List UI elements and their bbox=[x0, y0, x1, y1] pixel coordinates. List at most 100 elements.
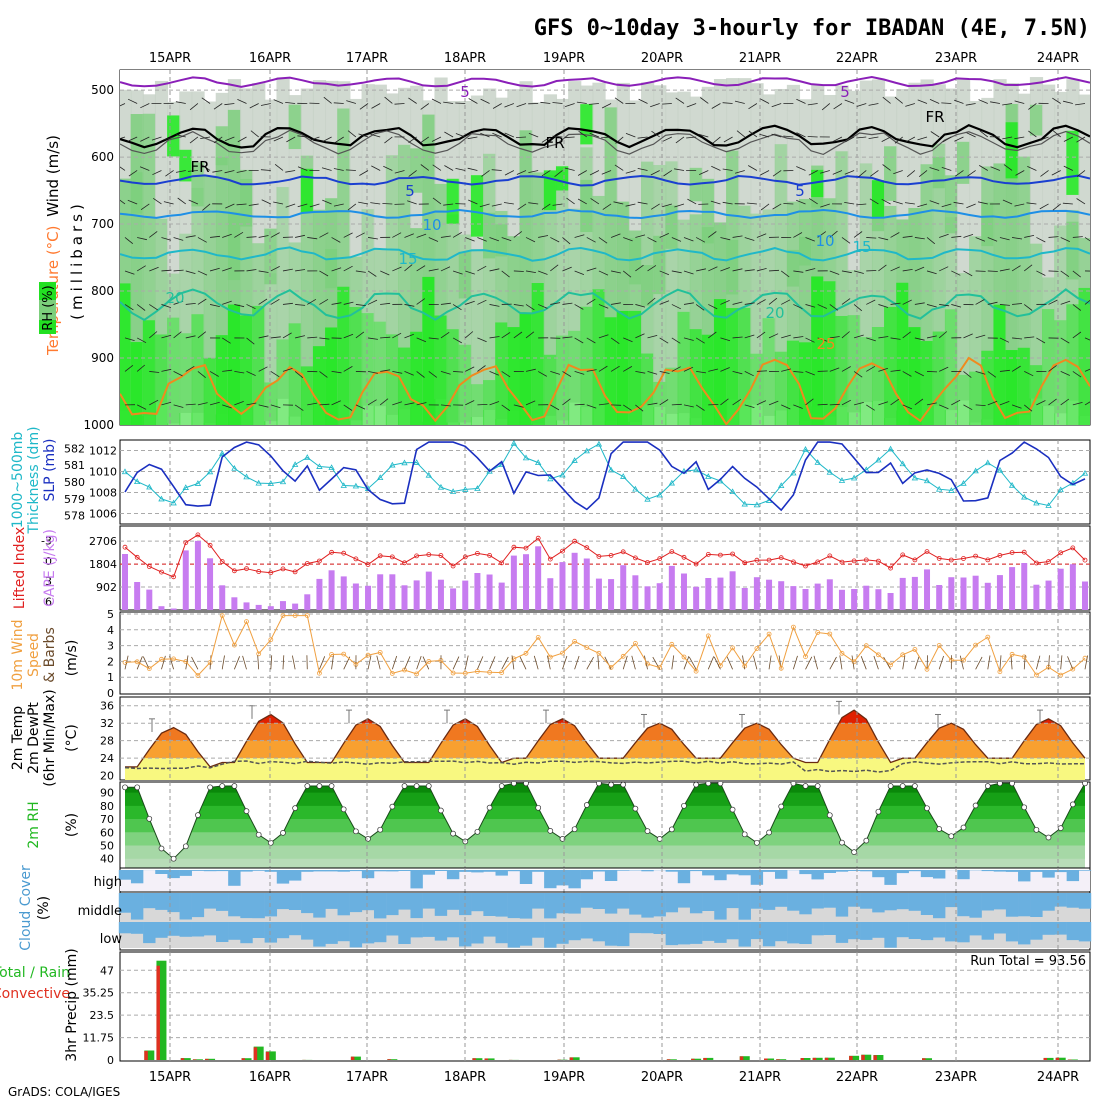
run-total-label: Run Total = 93.56 bbox=[970, 954, 1086, 969]
cloud-mid-cell bbox=[362, 893, 374, 910]
precip-conv-bar bbox=[691, 1059, 695, 1060]
cloud-mid-cell bbox=[678, 893, 690, 908]
temp-tick: 28 bbox=[100, 735, 114, 748]
bottom-date-label: 17APR bbox=[346, 1070, 388, 1085]
cloud-high-cell bbox=[410, 870, 422, 888]
rh-blob-bright bbox=[556, 166, 569, 190]
cape-bar bbox=[292, 604, 298, 610]
cape-bar bbox=[559, 562, 565, 610]
cloud-high-cell bbox=[605, 870, 617, 881]
top-date-label: 17APR bbox=[346, 51, 388, 66]
cape-bar bbox=[572, 553, 578, 610]
cloud-high-cell bbox=[180, 870, 192, 876]
cloud-low-cell bbox=[143, 922, 155, 943]
cloud-title-a: Cloud Cover bbox=[18, 865, 34, 951]
cloud-high-cell bbox=[739, 870, 751, 875]
cloud-mid-cell bbox=[398, 893, 410, 910]
cloud-low-cell bbox=[240, 922, 252, 943]
cape-bar bbox=[620, 565, 626, 610]
rh-bright-cell bbox=[884, 307, 897, 425]
rh-point bbox=[621, 782, 626, 787]
cape-bar bbox=[875, 589, 881, 610]
cloud-mid-cell bbox=[544, 893, 556, 918]
cloud-low-cell bbox=[848, 922, 860, 939]
rh-point bbox=[669, 827, 674, 832]
cloud-high-cell bbox=[228, 870, 240, 886]
cloud-mid-cell bbox=[192, 893, 204, 917]
precip-conv-bar bbox=[667, 1059, 671, 1060]
cloud-low-cell bbox=[301, 922, 313, 940]
rh-blob bbox=[1066, 222, 1079, 280]
cloud-low-cell bbox=[909, 922, 921, 939]
cloud-low-cell bbox=[398, 922, 410, 944]
precip-conv-bar bbox=[703, 1058, 707, 1060]
rh-point bbox=[1046, 835, 1051, 840]
cloud-high-cell bbox=[921, 870, 933, 877]
rh-point bbox=[912, 784, 917, 789]
cape-bar bbox=[1009, 567, 1015, 610]
cape-bar bbox=[900, 578, 906, 610]
cloud-low-cell bbox=[532, 922, 544, 938]
precip-conv-bar bbox=[764, 1059, 768, 1061]
cloud-high-cell bbox=[325, 870, 337, 871]
rh-blob bbox=[641, 265, 654, 306]
cloud-low-cell bbox=[252, 922, 264, 938]
contour-label: FR bbox=[190, 158, 209, 176]
cape-bar bbox=[426, 572, 432, 610]
cloud-high-cell bbox=[897, 870, 909, 873]
cloud-low-cell bbox=[374, 922, 386, 942]
cape-bar bbox=[827, 579, 833, 610]
cloud-mid-cell bbox=[617, 893, 629, 909]
rh-point bbox=[171, 856, 176, 861]
cape-bar bbox=[171, 609, 177, 611]
cloud-high-cell bbox=[386, 870, 398, 871]
cloud-mid-cell bbox=[216, 893, 228, 911]
cape-bar bbox=[960, 578, 966, 611]
rh-point bbox=[475, 829, 480, 834]
precip-conv-bar bbox=[193, 1059, 197, 1060]
cloud-mid-cell bbox=[799, 893, 811, 914]
cloud-low-cell bbox=[313, 922, 325, 947]
wind-tick: 3 bbox=[107, 640, 114, 653]
bottom-date-label: 16APR bbox=[249, 1070, 291, 1085]
cape-bar bbox=[693, 587, 699, 610]
cloud-mid-cell bbox=[471, 893, 483, 911]
cape-bar bbox=[365, 586, 371, 610]
rh-point bbox=[438, 808, 443, 813]
rh-point bbox=[208, 785, 213, 790]
rh-point bbox=[584, 803, 589, 808]
cloud-mid-cell bbox=[265, 893, 277, 916]
cloud-high-cell bbox=[848, 870, 860, 871]
wind-tick: 0 bbox=[107, 687, 114, 700]
rh-point bbox=[548, 828, 553, 833]
rh-bright-cell bbox=[981, 351, 994, 425]
cloud-low-cell bbox=[641, 922, 653, 933]
cape-bar bbox=[803, 589, 809, 610]
rh-blob bbox=[216, 126, 229, 165]
upper-axis-titles: Temperature (°C) Wind (m/s) RH (%) (mill… bbox=[39, 135, 86, 356]
cape-bar bbox=[377, 574, 383, 610]
rh-point bbox=[183, 844, 188, 849]
cloud-low-cell bbox=[435, 922, 447, 941]
cloud-high-cell bbox=[751, 870, 763, 885]
cloud-high-cell bbox=[799, 870, 811, 874]
rh-point bbox=[767, 830, 772, 835]
rh-point bbox=[536, 805, 541, 810]
precip-frame bbox=[120, 952, 1090, 1061]
rh-bright-cell bbox=[191, 314, 204, 425]
cloud-low-cell bbox=[265, 922, 277, 943]
cloud-mid-cell bbox=[386, 893, 398, 915]
cloud-mid-cell bbox=[277, 893, 289, 909]
thickness-title-b: Thickness (dm) bbox=[26, 426, 42, 534]
cloud-high-cell bbox=[763, 870, 775, 872]
cloud-high-cell bbox=[1006, 870, 1018, 872]
cloud-high-cell bbox=[520, 870, 532, 884]
cloud-mid-cell bbox=[131, 893, 143, 920]
cloud-low-cell bbox=[690, 922, 702, 944]
pressure-tick-label: 600 bbox=[91, 150, 114, 164]
cloud-mid-cell bbox=[714, 893, 726, 920]
